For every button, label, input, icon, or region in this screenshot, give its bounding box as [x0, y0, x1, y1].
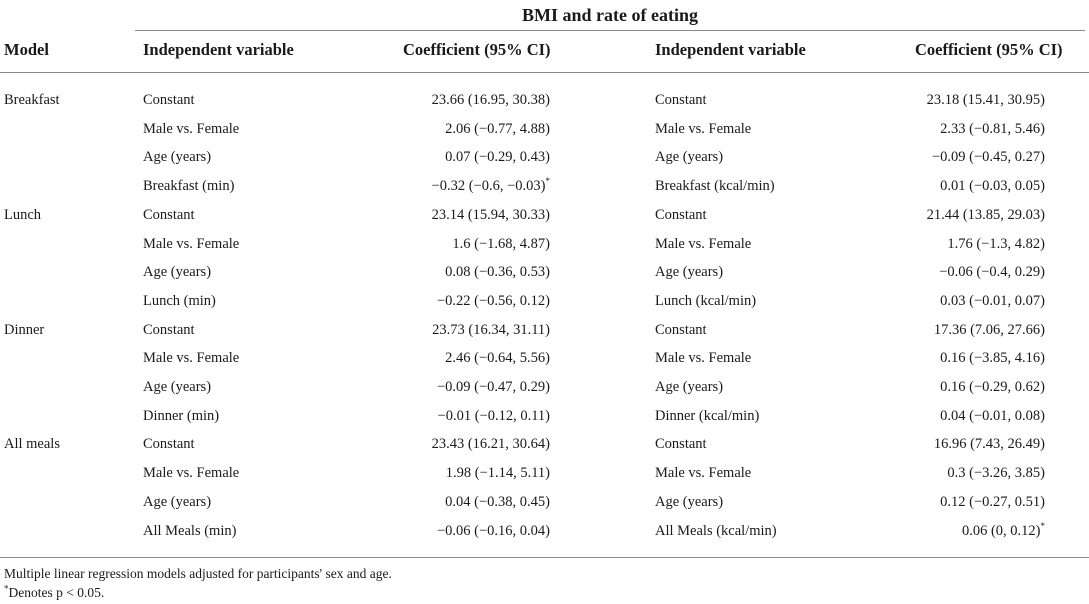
independent-variable-1: Age (years)	[143, 379, 212, 395]
significance-marker: *	[545, 176, 551, 187]
independent-variable-1: Age (years)	[143, 149, 212, 166]
coefficient-2: −0.09 (−0.45, 0.27)	[931, 149, 1045, 166]
coefficient-2: 0.01 (−0.03, 0.05)	[940, 178, 1045, 195]
header-coefficient-2: Coefficient (95% CI)	[915, 40, 1063, 59]
independent-variable-2: Breakfast (kcal/min)	[655, 178, 775, 195]
coefficient-2: 2.33 (−0.81, 5.46)	[940, 120, 1045, 137]
independent-variable-2: Constant	[655, 206, 707, 223]
independent-variable-2: Constant	[655, 321, 707, 338]
coefficient-1: 2.06 (−0.77, 4.88)	[445, 120, 550, 137]
coefficient-1: 23.73 (16.34, 31.11)	[432, 321, 550, 338]
coefficient-1: 1.98 (−1.14, 5.11)	[445, 465, 550, 482]
coefficient-1: 23.43 (16.21, 30.64)	[431, 436, 550, 453]
independent-variable-1: Constant	[143, 321, 195, 338]
independent-variable-2: Constant	[655, 436, 707, 453]
coefficient-1: −0.22 (−0.56, 0.12)	[436, 292, 550, 309]
coefficient-2: 1.76 (−1.3, 4.82)	[947, 235, 1045, 252]
coefficient-1: 1.6 (−1.68, 4.87)	[452, 235, 550, 252]
independent-variable-2: Age (years)	[655, 493, 724, 510]
independent-variable-2: Age (years)	[655, 149, 724, 166]
footnote-significance: *Denotes p < 0.05.	[4, 584, 104, 602]
coefficient-2: 21.44 (13.85, 29.03)	[926, 206, 1045, 223]
independent-variable-1: Constant	[143, 92, 195, 108]
coefficient-2: −0.06 (−0.4, 0.29)	[939, 264, 1045, 281]
coefficient-1: −0.06 (−0.16, 0.04)	[436, 522, 550, 539]
independent-variable-2: Male vs. Female	[655, 235, 752, 252]
header-coefficient-1: Coefficient (95% CI)	[403, 40, 551, 59]
coefficient-2: 16.96 (7.43, 26.49)	[933, 436, 1045, 453]
model-name: Lunch	[4, 206, 42, 223]
coefficient-1: −0.32 (−0.6, −0.03)*	[431, 176, 551, 195]
independent-variable-2: Male vs. Female	[655, 120, 752, 137]
coefficient-2: 0.16 (−3.85, 4.16)	[940, 350, 1045, 367]
coefficient-1: −0.01 (−0.12, 0.11)	[437, 407, 550, 424]
independent-variable-1: Male vs. Female	[143, 465, 240, 482]
header-independent-variable-2: Independent variable	[655, 40, 806, 59]
header-model: Model	[4, 40, 49, 59]
independent-variable-1: Constant	[143, 436, 195, 453]
independent-variable-1: Breakfast (min)	[143, 178, 235, 195]
header-independent-variable-1: Independent variable	[143, 40, 294, 59]
coefficient-1: 0.04 (−0.38, 0.45)	[445, 493, 550, 510]
coefficient-2: 0.04 (−0.01, 0.08)	[940, 407, 1045, 424]
coefficient-2: 17.36 (7.06, 27.66)	[933, 321, 1045, 338]
independent-variable-1: Lunch (min)	[143, 292, 216, 309]
independent-variable-1: All Meals (min)	[143, 522, 237, 539]
independent-variable-2: Age (years)	[655, 264, 724, 281]
table-super-header: BMI and rate of eating	[522, 5, 698, 25]
coefficient-1: 0.08 (−0.36, 0.53)	[445, 264, 550, 281]
independent-variable-2: Male vs. Female	[655, 350, 752, 367]
independent-variable-1: Dinner (min)	[143, 407, 220, 424]
independent-variable-2: Constant	[655, 92, 707, 108]
coefficient-2: 0.3 (−3.26, 3.85)	[947, 465, 1045, 482]
header-rule	[0, 72, 1089, 73]
coefficient-1: 2.46 (−0.64, 5.56)	[445, 350, 550, 367]
independent-variable-2: Dinner (kcal/min)	[655, 407, 760, 424]
coefficient-2: 0.12 (−0.27, 0.51)	[940, 493, 1045, 510]
coefficient-1: 23.66 (16.95, 30.38)	[431, 92, 550, 108]
coefficient-2: 0.03 (−0.01, 0.07)	[940, 292, 1045, 309]
model-name: Breakfast	[4, 92, 60, 108]
independent-variable-2: Age (years)	[655, 379, 724, 395]
footnote-method: Multiple linear regression models adjust…	[4, 566, 392, 581]
super-header-rule	[135, 30, 1085, 31]
model-name: All meals	[4, 436, 60, 453]
coefficient-2: 0.16 (−0.29, 0.62)	[940, 379, 1045, 395]
coefficient-1: 0.07 (−0.29, 0.43)	[445, 149, 550, 166]
independent-variable-2: Lunch (kcal/min)	[655, 292, 757, 309]
independent-variable-1: Constant	[143, 206, 195, 223]
coefficient-1: −0.09 (−0.47, 0.29)	[436, 379, 550, 395]
coefficient-2: 0.06 (0, 0.12)*	[961, 520, 1046, 539]
coefficient-2: 23.18 (15.41, 30.95)	[926, 92, 1045, 108]
independent-variable-1: Male vs. Female	[143, 120, 240, 137]
model-name: Dinner	[4, 321, 45, 338]
independent-variable-1: Age (years)	[143, 493, 212, 510]
independent-variable-1: Male vs. Female	[143, 235, 240, 252]
independent-variable-2: Male vs. Female	[655, 465, 752, 482]
footnote-asterisk: *	[4, 583, 9, 594]
independent-variable-1: Male vs. Female	[143, 350, 240, 367]
independent-variable-1: Age (years)	[143, 264, 212, 281]
significance-marker: *	[1040, 520, 1046, 531]
footnote-significance-text: Denotes p < 0.05.	[8, 585, 105, 600]
independent-variable-2: All Meals (kcal/min)	[655, 522, 777, 539]
coefficient-1: 23.14 (15.94, 30.33)	[431, 206, 550, 223]
bottom-rule	[0, 557, 1089, 558]
